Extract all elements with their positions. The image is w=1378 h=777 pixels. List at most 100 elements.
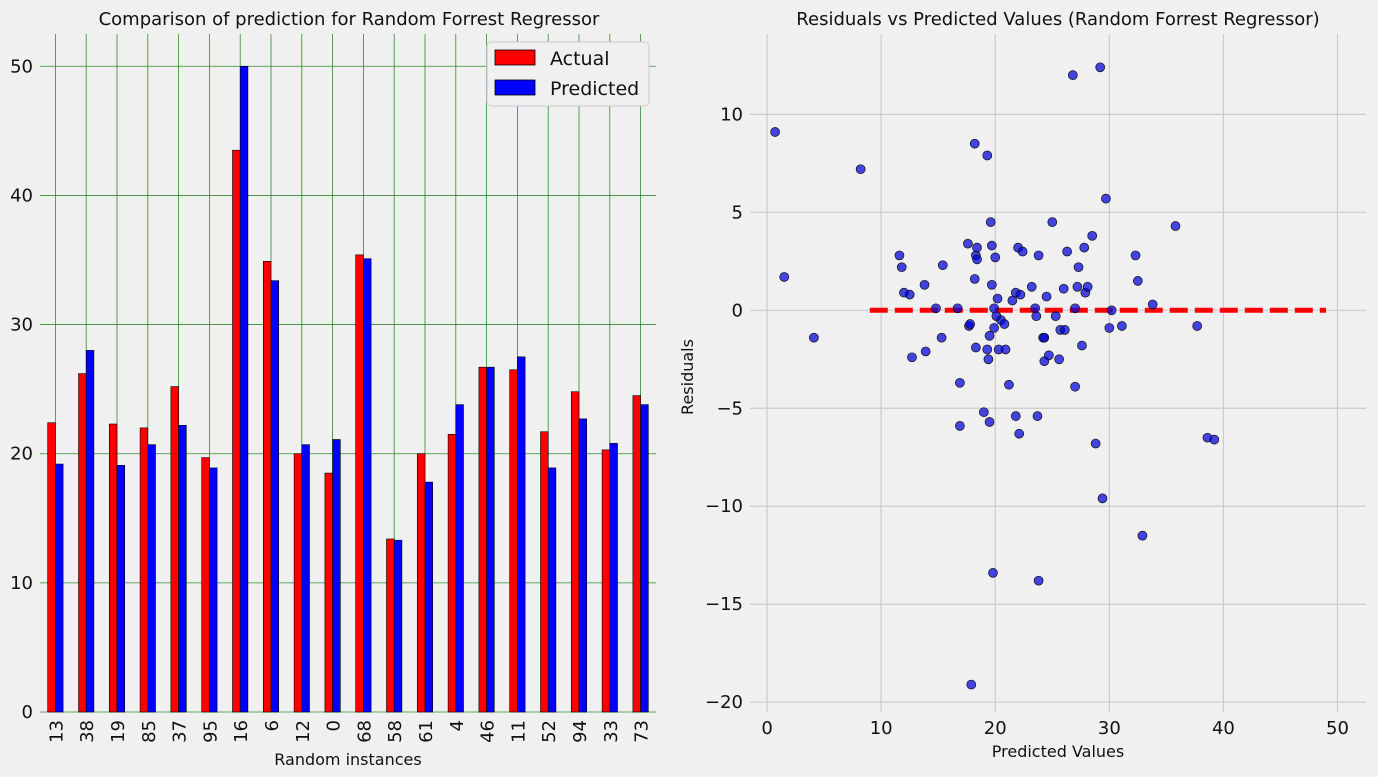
bar-actual-38 xyxy=(78,373,87,713)
bar-predicted-46 xyxy=(486,366,495,713)
scatter-chart-x-label: Predicted Values xyxy=(992,742,1124,761)
residual-point xyxy=(972,254,982,265)
residual-point xyxy=(919,279,930,290)
scatter-chart-x-tick-label: 50 xyxy=(1326,718,1349,739)
residual-point xyxy=(855,164,866,175)
bar-chart-y-tick-label: 0 xyxy=(22,702,33,723)
residual-point xyxy=(965,319,976,329)
bar-chart-x-tick-label: 0 xyxy=(324,720,345,731)
residual-point xyxy=(972,242,982,253)
residual-point xyxy=(770,127,780,137)
bar-chart-x-tick-label: 68 xyxy=(354,720,375,743)
bar-predicted-61 xyxy=(424,481,433,713)
bar-actual-58 xyxy=(386,538,395,713)
bar-chart-x-tick-label: 85 xyxy=(139,720,160,743)
bar-actual-19 xyxy=(109,423,118,713)
scatter-chart: Residuals vs Predicted Values (Random Fo… xyxy=(678,9,1366,761)
scatter-chart-y-tick-label: 10 xyxy=(720,104,743,125)
residual-point xyxy=(985,217,996,227)
residual-point xyxy=(1070,303,1080,314)
residual-point xyxy=(1033,575,1044,586)
residual-point xyxy=(1147,299,1158,310)
bar-predicted-11 xyxy=(517,356,526,713)
bar-chart-title: Comparison of prediction for Random Forr… xyxy=(99,9,600,30)
residual-point xyxy=(982,150,993,161)
residual-point xyxy=(920,346,931,357)
residual-point xyxy=(1041,291,1052,302)
residual-point xyxy=(1004,379,1014,390)
residual-point xyxy=(907,352,917,363)
residual-point xyxy=(1032,411,1043,421)
residual-point xyxy=(1130,250,1141,261)
bar-predicted-37 xyxy=(178,425,187,713)
bar-actual-12 xyxy=(293,453,303,713)
bar-actual-94 xyxy=(570,391,580,713)
scatter-chart-grid xyxy=(750,34,1366,712)
residual-point xyxy=(894,250,905,261)
residual-point xyxy=(1090,438,1101,449)
bar-chart-x-tick-label: 52 xyxy=(539,720,560,743)
residual-point xyxy=(1106,305,1117,316)
bar-predicted-38 xyxy=(85,350,95,713)
residual-point xyxy=(971,342,981,353)
bar-actual-85 xyxy=(139,427,149,713)
residual-point xyxy=(1033,250,1044,261)
residual-point xyxy=(1050,311,1061,322)
bar-chart-x-ticks: 13 38 19 85 37 95 16 6 12 0 68 58 61 4 46 11 52 94 33 73 xyxy=(46,720,652,743)
residual-point xyxy=(979,407,989,418)
bar-predicted-52 xyxy=(547,467,557,713)
residual-point xyxy=(986,240,997,251)
residual-point xyxy=(1059,325,1070,335)
residual-point xyxy=(1117,321,1127,331)
residual-point xyxy=(1031,311,1042,322)
residual-point xyxy=(952,303,963,314)
residual-point xyxy=(936,332,947,343)
bar-chart-bars xyxy=(47,65,649,713)
bar-chart-x-tick-label: 13 xyxy=(46,720,67,743)
bar-chart-y-tick-label: 50 xyxy=(10,56,33,77)
residual-point xyxy=(1044,350,1054,361)
bar-actual-61 xyxy=(416,453,426,713)
scatter-chart-x-tick-label: 30 xyxy=(1098,718,1121,739)
bar-chart-x-tick-label: 46 xyxy=(478,720,499,743)
bar-chart: Comparison of prediction for Random Forr… xyxy=(10,9,656,769)
bar-predicted-0 xyxy=(332,439,341,713)
scatter-chart-y-label: Residuals xyxy=(678,339,697,415)
bar-actual-37 xyxy=(170,386,179,713)
residual-point xyxy=(969,274,980,284)
bar-predicted-6 xyxy=(270,280,279,713)
residual-point xyxy=(1101,193,1111,204)
bar-chart-x-tick-label: 16 xyxy=(231,720,252,743)
bar-chart-y-tick-label: 20 xyxy=(10,444,33,465)
bar-predicted-85 xyxy=(147,444,156,713)
legend-label-actual: Actual xyxy=(550,48,610,70)
bar-chart-legend: Actual Predicted xyxy=(486,41,650,107)
bar-actual-52 xyxy=(540,431,549,713)
bar-chart-x-tick-label: 95 xyxy=(200,720,221,743)
residual-point xyxy=(992,293,1003,304)
residual-point xyxy=(1082,281,1093,292)
bar-chart-x-label: Random instances xyxy=(274,750,421,769)
bar-actual-95 xyxy=(201,457,210,713)
residual-point xyxy=(1015,289,1026,300)
scatter-chart-y-tick-label: −10 xyxy=(705,496,743,517)
bar-chart-x-tick-label: 11 xyxy=(508,720,529,743)
bar-chart-y-tick-label: 40 xyxy=(10,185,33,206)
residual-point xyxy=(955,421,965,431)
scatter-chart-x-tick-label: 0 xyxy=(761,718,772,739)
bar-chart-y-tick-label: 10 xyxy=(10,573,33,594)
bar-predicted-95 xyxy=(209,467,218,713)
residual-point xyxy=(1209,434,1220,445)
bar-predicted-68 xyxy=(363,258,372,713)
scatter-chart-x-tick-label: 10 xyxy=(870,718,893,739)
residual-point xyxy=(1097,493,1108,504)
scatter-chart-y-tick-label: 5 xyxy=(732,202,743,223)
bar-predicted-33 xyxy=(609,443,618,713)
residual-point xyxy=(1000,344,1011,355)
bar-predicted-94 xyxy=(578,418,587,713)
residual-point xyxy=(1077,340,1087,351)
residual-point xyxy=(1170,221,1181,231)
scatter-chart-points xyxy=(770,62,1220,690)
residual-point xyxy=(904,289,915,300)
